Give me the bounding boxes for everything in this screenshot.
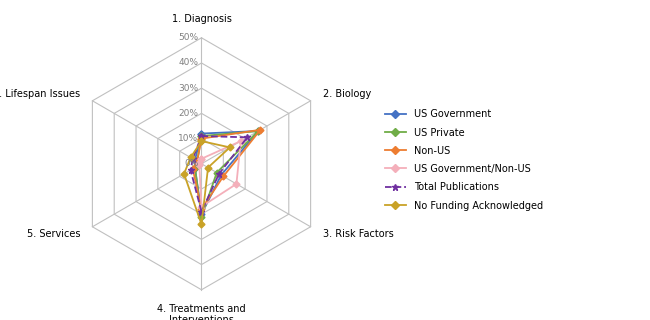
Text: 6. Lifespan Issues: 6. Lifespan Issues: [0, 89, 81, 99]
Text: 5. Services: 5. Services: [27, 229, 81, 239]
Legend: US Government, US Private, Non-US, US Government/Non-US, Total Publications, No : US Government, US Private, Non-US, US Go…: [382, 107, 546, 213]
Text: 2. Biology: 2. Biology: [322, 89, 371, 99]
Text: 20%: 20%: [179, 109, 198, 118]
Text: 50%: 50%: [178, 33, 198, 42]
Text: 30%: 30%: [178, 84, 198, 93]
Text: 10%: 10%: [178, 134, 198, 143]
Text: 1. Diagnosis: 1. Diagnosis: [172, 14, 231, 24]
Text: 40%: 40%: [179, 59, 198, 68]
Text: 4. Treatments and
Interventions: 4. Treatments and Interventions: [157, 304, 246, 320]
Text: 0%: 0%: [184, 159, 198, 168]
Text: 3. Risk Factors: 3. Risk Factors: [322, 229, 393, 239]
